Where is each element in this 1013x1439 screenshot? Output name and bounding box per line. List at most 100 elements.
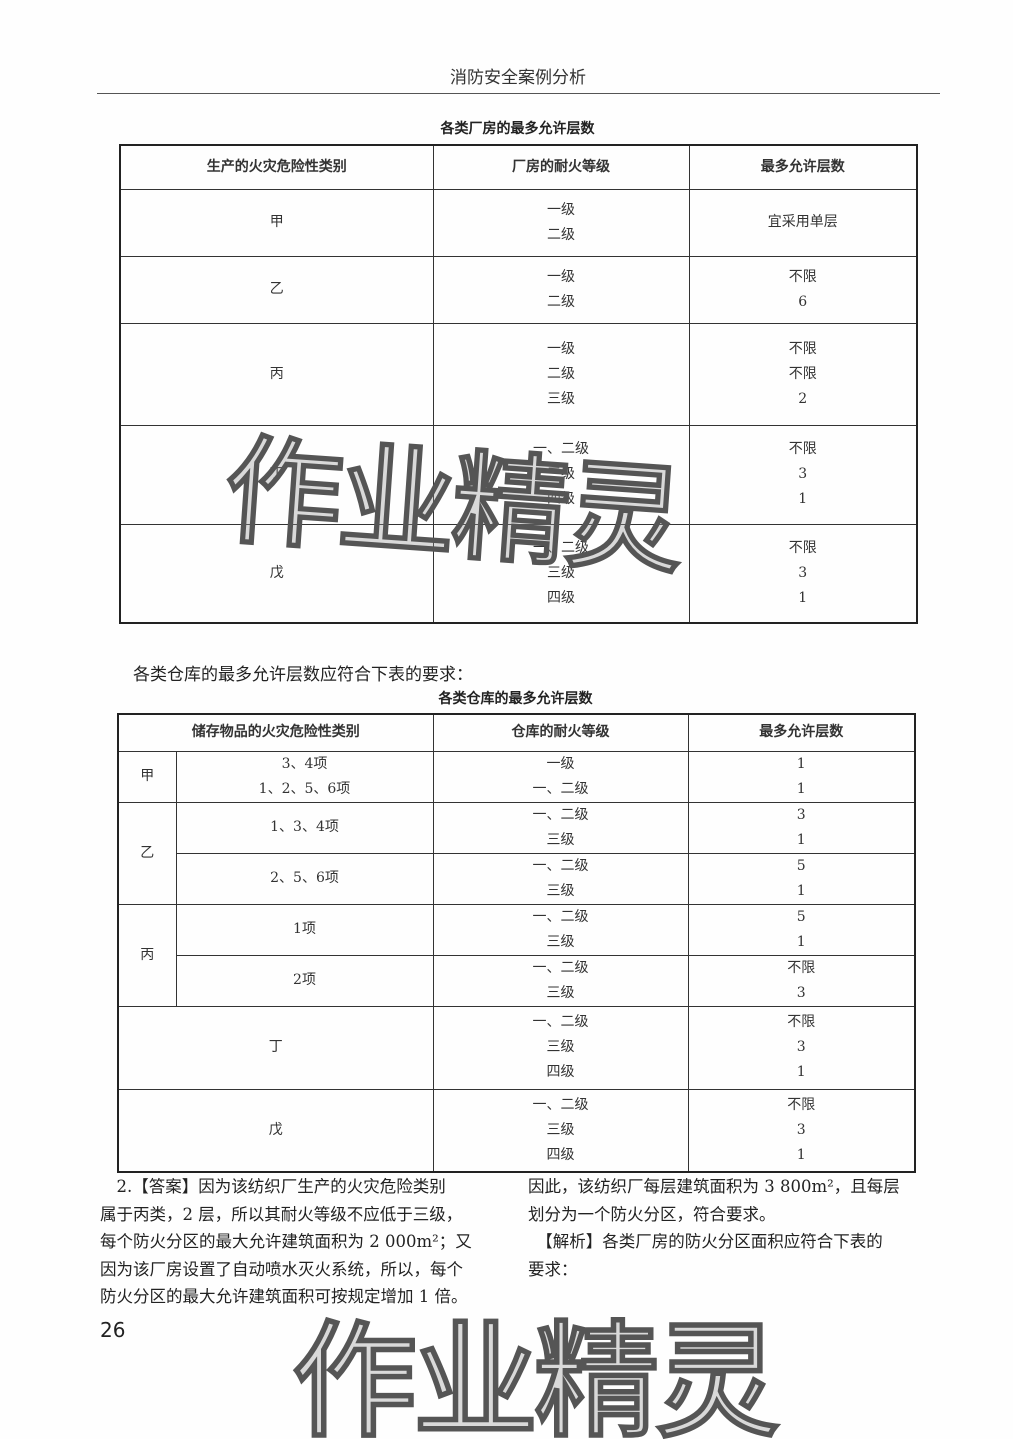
fire-resistance-grades: 一、二级 三级	[432, 852, 689, 905]
grade: 三级	[546, 984, 575, 1001]
intro-text: 各类仓库的最多允许层数应符合下表的要求：	[133, 665, 473, 685]
floors-value: 1	[798, 589, 808, 606]
text-line: 【解析】各类厂房的防火分区面积应符合下表的	[528, 1232, 883, 1252]
grade: 一、二级	[533, 539, 589, 556]
floors-value: 5	[796, 908, 806, 925]
floors-value: 不限	[788, 441, 817, 457]
grade: 三级	[547, 390, 575, 407]
grade: 一级	[547, 340, 575, 357]
floors-value: 3	[796, 806, 806, 823]
fire-resistance-grades: 一、二级 三级	[432, 903, 689, 956]
table-row: 丁一、二级 三级 四级 不限 3 1	[117, 1005, 916, 1090]
hazard-category: 戊	[119, 523, 434, 624]
column-header: 最多允许层数	[688, 144, 918, 190]
grade: 四级	[546, 1064, 575, 1080]
item: 3、4项	[281, 755, 328, 772]
text-line: 每个防火分区的最大允许建筑面积为 2 000m²；又	[100, 1232, 472, 1252]
stored-item-class: 3、4项 1、2、5、6项	[175, 750, 434, 803]
grade: 一、二级	[532, 1096, 589, 1113]
grade: 一、二级	[532, 780, 589, 797]
floors-value: 3	[796, 1121, 806, 1138]
item: 2项	[293, 972, 316, 988]
fire-resistance-grades: 一、二级 三级 四级	[432, 424, 690, 525]
hazard-category: 甲	[117, 750, 177, 803]
floors-value: 不限	[788, 539, 817, 556]
table-row: 丙一级 二级 三级 不限 不限 2	[119, 322, 918, 426]
max-floors: 不限 3 1	[687, 1088, 916, 1173]
floors-value: 不限	[788, 268, 817, 285]
hazard-category: 丙	[117, 903, 177, 1007]
max-floors: 不限 3 1	[688, 523, 918, 624]
floors-value: 1	[796, 882, 806, 899]
hazard-category: 戊	[117, 1088, 434, 1173]
fire-resistance-grades: 一、二级 三级 四级	[432, 1005, 689, 1090]
fire-resistance-grades: 一、二级 三级 四级	[432, 523, 690, 624]
factory-floors-table: 生产的火灾危险性类别 厂房的耐火等级 最多允许层数 甲一级 二级 宜采用单层乙一级二…	[119, 144, 918, 624]
hazard-category: 乙	[119, 255, 434, 324]
column-header: 仓库的耐火等级	[432, 713, 689, 752]
fire-resistance-grades: 一级 二级	[432, 188, 690, 257]
floors-value: 3	[798, 466, 808, 482]
item: 1、3、4项	[270, 819, 339, 835]
grade: 二级	[547, 293, 575, 310]
text-line: 防火分区的最大允许建筑面积可按规定增加 1 倍。	[100, 1287, 468, 1307]
floors-value: 不限	[788, 340, 817, 357]
stored-item-class: 1项	[175, 903, 434, 956]
fire-resistance-grades: 一级 二级	[432, 255, 690, 324]
floors-value: 3	[798, 564, 808, 581]
floors-value: 不限	[788, 365, 817, 382]
grade: 三级	[546, 831, 575, 848]
table-row: 丙 1项 一、二级 三级 5 1	[117, 903, 916, 1007]
fire-resistance-grades: 一级 一、二级	[432, 750, 689, 803]
grade: 一级	[546, 755, 575, 772]
running-head: 消防安全案例分析	[450, 68, 586, 88]
item: 1项	[293, 921, 316, 937]
text-line: 因此，该纺织厂每层建筑面积为 3 800m²，且每层	[528, 1177, 900, 1196]
floors-value: 不限	[787, 1096, 816, 1113]
text-line: 划分为一个防火分区，符合要求。	[528, 1204, 776, 1224]
max-floors: 不限 3	[687, 954, 916, 1007]
floors-value: 1	[796, 831, 806, 848]
floors-value: 1	[796, 780, 806, 797]
grade: 一、二级	[532, 1014, 589, 1030]
fire-resistance-grades: 一、二级 三级	[432, 801, 689, 854]
grade: 一、二级	[532, 908, 589, 925]
column-header: 储存物品的火灾危险性类别	[117, 713, 434, 752]
floors-value: 1	[796, 755, 806, 772]
floors-value: 3	[796, 1039, 806, 1055]
grade: 四级	[547, 589, 575, 606]
table-row: 甲 3、4项 1、2、5、6项 一级 一、二级 1 1	[117, 750, 916, 803]
fire-resistance-grades: 一、二级 三级	[432, 954, 689, 1007]
floors-value: 1	[796, 1146, 806, 1163]
header-rule	[97, 93, 940, 94]
floors-value: 6	[798, 293, 808, 310]
table-row: 乙 1、3、4项 一、二级 三级 3 1	[117, 801, 916, 905]
floors-value: 1	[798, 491, 808, 507]
column-header: 厂房的耐火等级	[432, 144, 690, 190]
floors-value: 5	[796, 857, 806, 874]
max-floors: 不限 3 1	[687, 1005, 916, 1090]
floors-value: 2	[798, 390, 808, 407]
table-row: 戊一、二级 三级 四级 不限 3 1	[119, 523, 918, 624]
fire-resistance-grades: 一、二级 三级 四级	[432, 1088, 689, 1173]
warehouse-floors-table: 储存物品的火灾危险性类别 仓库的耐火等级 最多允许层数 甲 3、4项 1、2、5、6…	[117, 713, 916, 1173]
grade: 一、二级	[532, 959, 589, 976]
table1-title: 各类厂房的最多允许层数	[440, 121, 595, 137]
stored-item-class: 2项	[175, 954, 434, 1007]
grade: 三级	[547, 466, 575, 482]
grade: 二级	[547, 365, 575, 382]
hazard-category: 甲	[119, 188, 434, 257]
grade: 三级	[546, 1039, 575, 1055]
grade: 三级	[547, 564, 575, 581]
page-number: 26	[100, 1318, 126, 1342]
grade: 一级	[547, 268, 575, 285]
table-row: 戊一、二级 三级 四级 不限 3 1	[117, 1088, 916, 1173]
grade: 三级	[546, 882, 575, 899]
item: 2、5、6项	[270, 870, 339, 886]
text-line: 属于丙类，2 层，所以其耐火等级不应低于三级，	[100, 1204, 463, 1224]
grade: 一级	[547, 201, 575, 218]
